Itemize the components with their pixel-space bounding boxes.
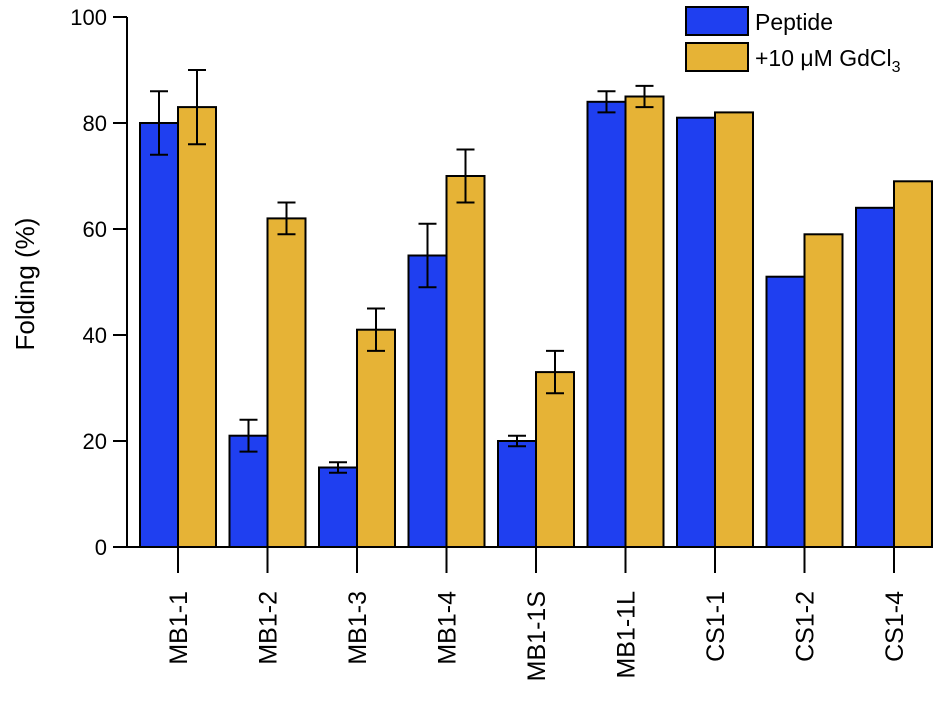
x-tick-label-mb1-3: MB1-3 xyxy=(344,591,372,665)
error-bar-mb1-1-series-0 xyxy=(150,90,168,156)
bar-mb1-1l-series-1 xyxy=(624,95,665,548)
error-bar-mb1-2-series-0 xyxy=(239,418,258,453)
bar-mb1-4-series-0 xyxy=(407,254,448,548)
bar-mb1-1l-series-0 xyxy=(586,100,627,549)
x-tick-label-mb1-4: MB1-4 xyxy=(434,591,462,665)
error-bar-mb1-1l-series-1 xyxy=(635,84,654,109)
bar-cs1-1-series-0 xyxy=(676,116,716,548)
bars-layer xyxy=(139,95,933,549)
legend: Peptide +10 μM GdCl3 xyxy=(685,6,901,76)
bar-cs1-1-series-1 xyxy=(714,111,754,549)
bar-cs1-4-series-1 xyxy=(893,180,933,549)
y-tick-label-40: 40 xyxy=(83,323,107,348)
legend-label-gdcl3: +10 μM GdCl3 xyxy=(755,45,901,76)
bar-mb1-2-series-0 xyxy=(228,434,269,549)
x-tick-label-mb1-2: MB1-2 xyxy=(255,591,283,665)
x-tick-label-cs1-1: CS1-1 xyxy=(702,591,730,662)
y-tick-label-60: 60 xyxy=(83,217,107,242)
error-bar-mb1-1s-series-1 xyxy=(546,349,564,395)
error-bar-mb1-4-series-0 xyxy=(418,222,437,289)
error-bars-layer xyxy=(150,69,654,474)
bar-mb1-2-series-1 xyxy=(266,217,307,548)
x-tick-label-mb1-1: MB1-1 xyxy=(165,591,193,665)
bar-mb1-1-series-0 xyxy=(139,122,179,548)
y-axis-title: Folding (%) xyxy=(10,218,40,351)
x-tick-label-mb1-1l: MB1-1L xyxy=(613,591,641,679)
bar-cs1-4-series-0 xyxy=(855,206,895,549)
bar-mb1-3-series-0 xyxy=(318,466,358,548)
bar-mb1-1s-series-0 xyxy=(497,440,537,548)
x-tick-label-cs1-4: CS1-4 xyxy=(881,591,909,662)
bar-mb1-1s-series-1 xyxy=(535,371,575,548)
legend-label-subscript: 3 xyxy=(892,59,901,76)
y-tick-label-100: 100 xyxy=(70,5,107,30)
legend-swatch-gdcl3 xyxy=(685,42,749,72)
error-bar-mb1-4-series-1 xyxy=(456,148,475,204)
bar-mb1-4-series-1 xyxy=(445,175,486,548)
x-tick-label-cs1-2: CS1-2 xyxy=(792,591,820,662)
bar-mb1-3-series-1 xyxy=(356,328,396,549)
legend-label-peptide: Peptide xyxy=(755,9,833,35)
error-bar-mb1-1l-series-0 xyxy=(597,90,616,114)
y-tick-label-0: 0 xyxy=(95,535,107,560)
bar-cs1-2-series-1 xyxy=(803,233,844,549)
error-bar-mb1-3-series-1 xyxy=(367,307,385,352)
error-bar-mb1-1s-series-0 xyxy=(508,434,526,448)
legend-swatch-peptide xyxy=(685,6,749,36)
error-bar-mb1-1-series-1 xyxy=(188,69,206,146)
error-bar-mb1-3-series-0 xyxy=(329,461,347,474)
axes-layer: MB1-1 MB1-2 MB1-3 MB1-4 MB1-1S MB1-1L CS1-1 CS1… xyxy=(70,5,922,681)
error-bar-mb1-2-series-1 xyxy=(277,201,296,236)
bar-cs1-2-series-0 xyxy=(765,275,806,548)
bar-mb1-1-series-1 xyxy=(177,106,217,548)
y-tick-label-20: 20 xyxy=(83,429,107,454)
y-tick-label-80: 80 xyxy=(83,111,107,136)
x-tick-label-mb1-1s: MB1-1S xyxy=(523,591,551,681)
